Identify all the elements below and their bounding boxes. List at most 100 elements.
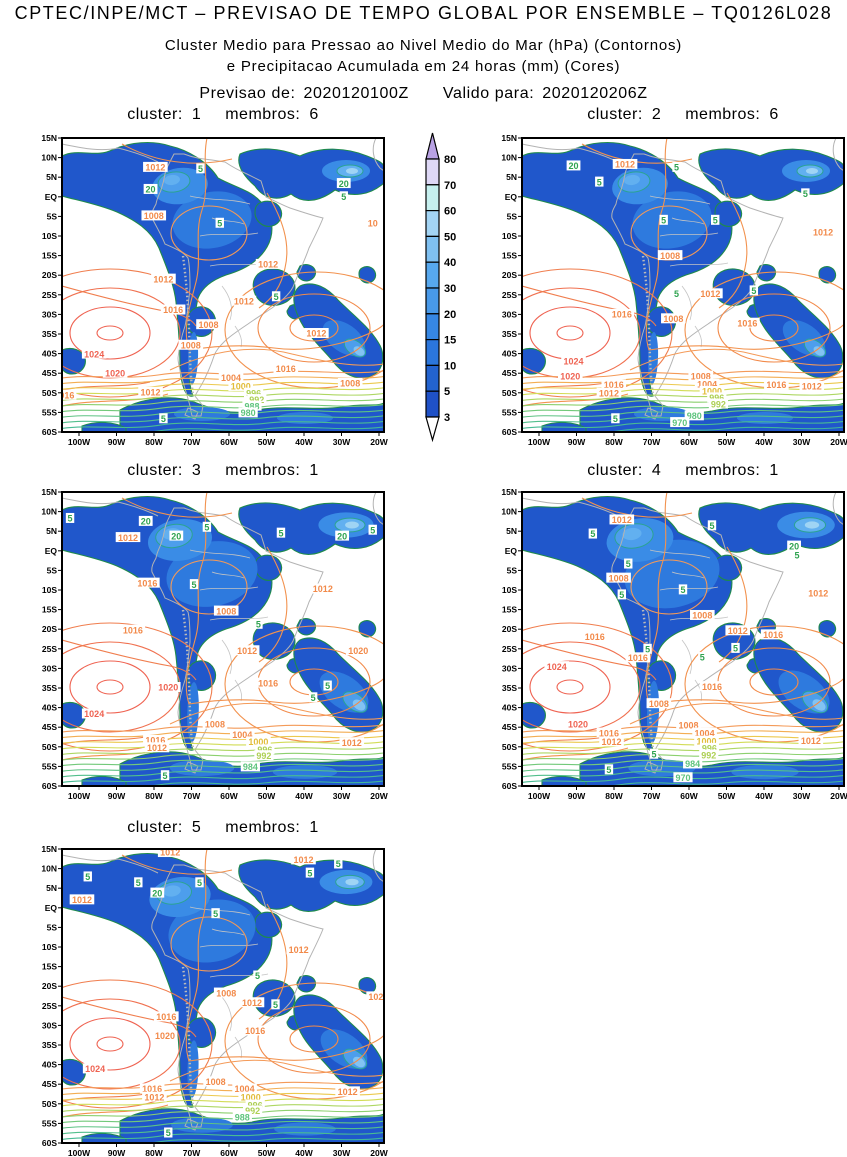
contour-label: 5 xyxy=(336,859,341,869)
contour-label-box xyxy=(799,380,825,391)
contour-label: 5 xyxy=(217,218,222,228)
map-panel-cluster-5: 1012 1012 5 5 5 5 5 1012 20 5 1012 5 1008 1012 5 102 101… xyxy=(36,844,396,1157)
pressure-contour xyxy=(62,420,384,429)
pressure-contour xyxy=(547,426,844,432)
contour-label-box xyxy=(247,394,267,405)
colorbar-segment xyxy=(425,235,440,263)
contour-label-box xyxy=(670,417,690,428)
coastline-path xyxy=(372,138,384,172)
contour-label-box xyxy=(611,413,620,424)
lat-axis-label: EQ xyxy=(45,192,58,202)
border-path xyxy=(221,996,232,1032)
pressure-contour xyxy=(62,769,384,778)
contour-label-box xyxy=(699,742,720,753)
contour-label: 5 xyxy=(645,644,650,654)
colorbar-tick-label: 3 xyxy=(444,412,450,424)
contour-label-box xyxy=(310,583,336,594)
pressure-contour xyxy=(522,735,844,744)
contour-label: 20 xyxy=(141,517,151,527)
contour-label-box xyxy=(65,512,75,523)
border-path xyxy=(681,285,692,321)
contour-label: 1008 xyxy=(609,573,629,583)
pressure-contour xyxy=(69,306,151,360)
forecast-line: Previsao de: 2020120100Z Valido para: 20201… xyxy=(0,85,847,103)
colorbar-tick-label: 80 xyxy=(444,154,456,166)
contour-label: 1012 xyxy=(234,296,254,306)
lon-axis-label: 40W xyxy=(295,1148,313,1157)
contour-label: 1008 xyxy=(216,606,236,616)
lat-axis-label: 55S xyxy=(502,761,517,771)
pressure-contour xyxy=(62,1120,384,1129)
pressure-contour xyxy=(522,730,844,739)
contour-label-box xyxy=(698,652,707,663)
pressure-contour xyxy=(522,404,844,413)
pressure-contour xyxy=(185,849,384,1062)
contour-label-box xyxy=(304,328,329,339)
coastline-path xyxy=(372,849,384,883)
contour-label: 1008 xyxy=(692,611,712,621)
lat-axis-label: 20S xyxy=(502,270,517,280)
lat-axis-label: 15S xyxy=(42,605,57,615)
contour-label: 5 xyxy=(652,749,657,759)
contour-label-box xyxy=(231,295,257,306)
contour-label: 5 xyxy=(163,771,168,781)
precip-core xyxy=(346,168,358,174)
contour-label: 1012 xyxy=(118,533,138,543)
border-path xyxy=(671,217,705,225)
pressure-contour xyxy=(62,1103,384,1112)
lat-axis-label: 15N xyxy=(501,489,517,497)
lon-axis-label: 40W xyxy=(295,437,313,447)
lon-axis-label: 70W xyxy=(183,437,201,447)
map-frame xyxy=(521,491,845,787)
contour-label-box xyxy=(164,1127,173,1138)
coastline-path xyxy=(611,507,784,771)
lat-axis-label: 40S xyxy=(42,1060,57,1070)
contour-label: 1020 xyxy=(105,368,125,378)
contour-label-box xyxy=(335,1086,360,1097)
lat-axis-label: 10N xyxy=(501,507,517,517)
lon-axis-label: 80W xyxy=(145,791,163,801)
membros-label: membros: xyxy=(685,106,761,123)
contour-label-box xyxy=(213,605,239,616)
contour-label-box xyxy=(336,178,351,189)
lon-axis-label: 60W xyxy=(680,791,698,801)
lon-axis-label: 100W xyxy=(68,1148,91,1157)
contour-label-box xyxy=(143,183,158,194)
lat-axis-label: 15S xyxy=(42,251,57,261)
map-axes: 15N 10N 5N EQ 5S 10S 15S 20S 25S 30S 35S 40S 45S 50S 5… xyxy=(41,844,388,1157)
pressure-contour xyxy=(62,763,384,772)
lat-axis-label: EQ xyxy=(45,903,58,913)
contour-label-box xyxy=(69,894,95,905)
pressure-contour xyxy=(522,752,844,761)
lon-axis-label: 100W xyxy=(68,437,91,447)
contour-label-box xyxy=(189,579,199,590)
pressure-contours xyxy=(62,849,384,1143)
pressure-contour xyxy=(547,780,844,786)
contour-label-box xyxy=(196,163,205,174)
contour-label: 980 xyxy=(687,411,702,421)
contour-label: 5 xyxy=(674,289,679,299)
contour-label: 1004 xyxy=(235,1084,255,1094)
contour-label-box xyxy=(157,849,183,858)
contour-label-box xyxy=(735,317,760,328)
contour-label: 5 xyxy=(341,192,346,202)
contour-label: 1004 xyxy=(697,380,717,390)
pressure-contour xyxy=(62,639,197,681)
lat-axis-label: 5S xyxy=(47,922,58,932)
colorbar-tick-label: 15 xyxy=(444,335,456,347)
contour-label: 5 xyxy=(273,1000,278,1010)
border-path xyxy=(659,232,719,237)
colorbar-segment xyxy=(425,339,440,367)
colorbar-tick-label: 5 xyxy=(444,386,450,398)
lat-axis-label: 15S xyxy=(42,962,57,972)
colorbar-segment xyxy=(425,158,440,186)
lat-axis-label: 15N xyxy=(501,135,517,143)
contour-label: 5 xyxy=(626,559,631,569)
contour-label: 1012 xyxy=(700,289,720,299)
page-subtitle-2: e Precipitacao Acumulada em 24 horas (mm… xyxy=(226,58,621,75)
contour-label-box xyxy=(595,176,604,187)
cluster-value: 1 xyxy=(191,106,202,123)
coastline-path xyxy=(62,143,159,163)
